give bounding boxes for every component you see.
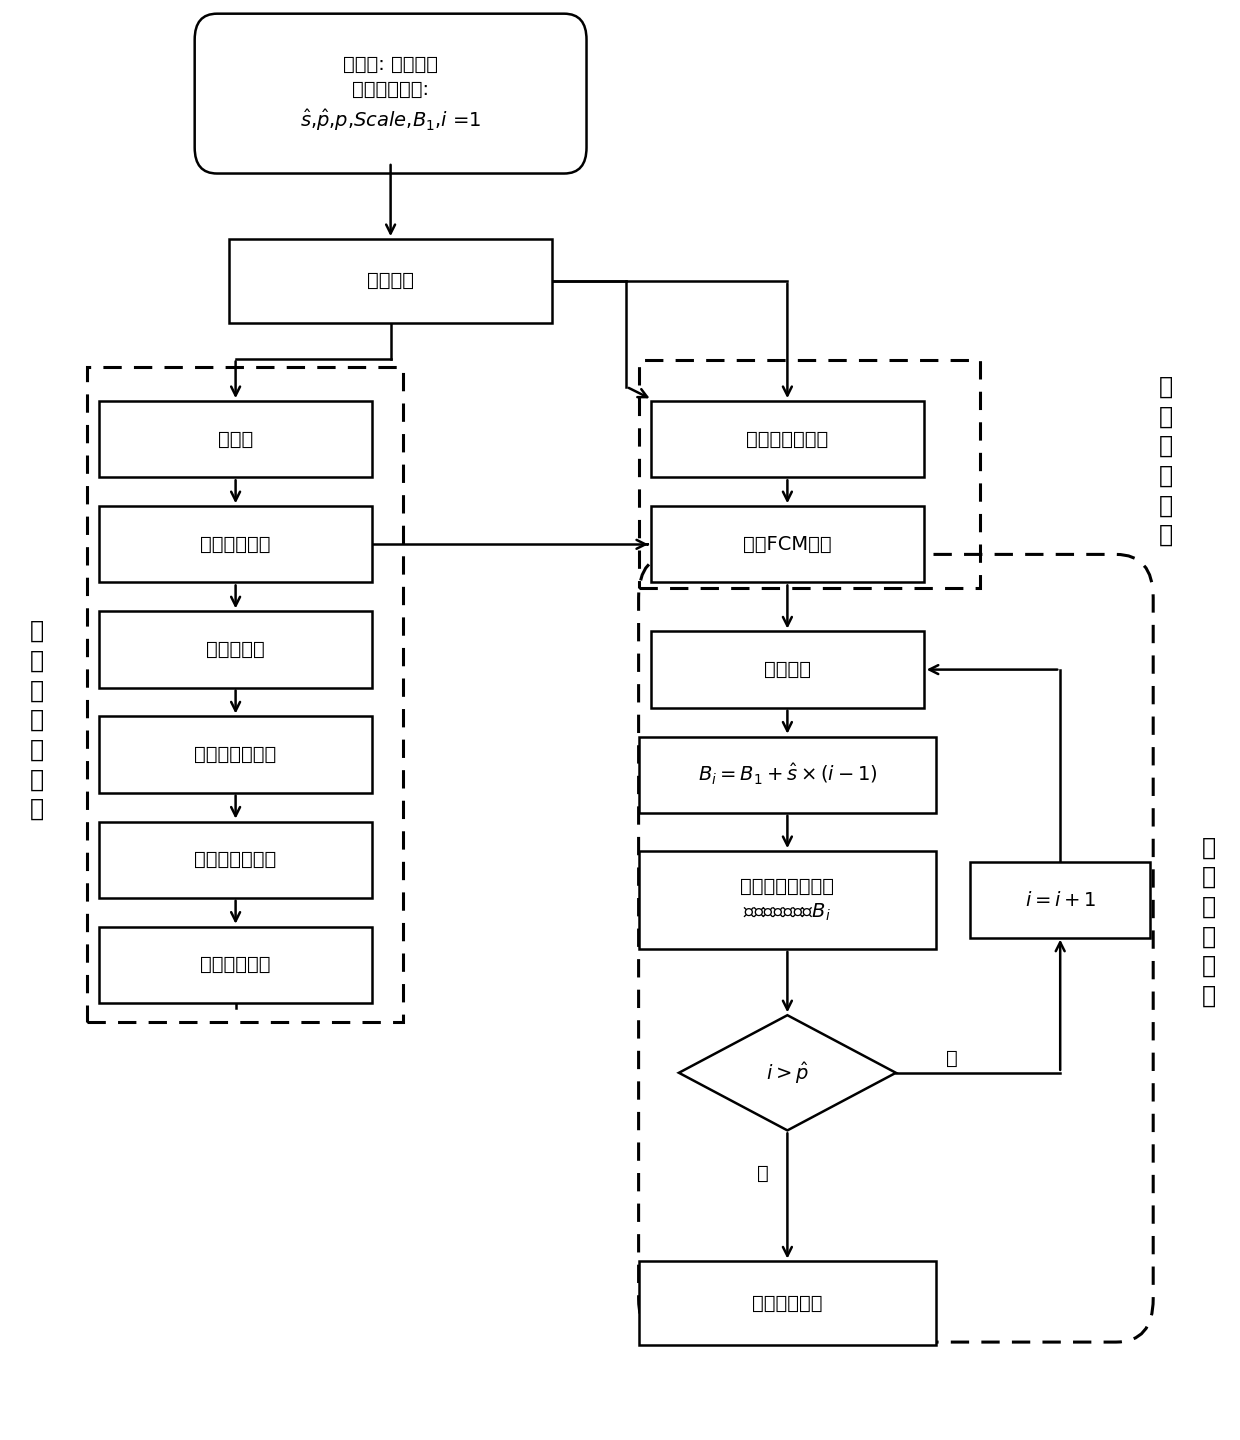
Text: 快
速
模
糊
聚
类: 快 速 模 糊 聚 类 <box>1158 374 1173 547</box>
Text: $i=i+1$: $i=i+1$ <box>1024 890 1096 910</box>
FancyBboxPatch shape <box>99 717 372 792</box>
Text: 初始化: 输入图像
并设初始参数:
$\hat{s}$,$\hat{p}$,$p$,$Scale$,$B_1$,$i$ =1: 初始化: 输入图像 并设初始参数: $\hat{s}$,$\hat{p}$,$p… <box>300 55 481 132</box>
FancyBboxPatch shape <box>639 1261 936 1345</box>
FancyBboxPatch shape <box>99 821 372 899</box>
FancyBboxPatch shape <box>229 239 552 323</box>
Text: 高斯滤波: 高斯滤波 <box>367 271 414 291</box>
Text: 计算直方图信息: 计算直方图信息 <box>746 429 828 449</box>
Text: 构建关联矩阵: 构建关联矩阵 <box>201 534 270 554</box>
Text: $B_i = B_1 + \hat{s} \times (i-1)$: $B_i = B_1 + \hat{s} \times (i-1)$ <box>698 762 877 788</box>
FancyBboxPatch shape <box>99 611 372 687</box>
Text: 形态学闭重建，结
构元素的半径为$B_i$: 形态学闭重建，结 构元素的半径为$B_i$ <box>740 877 835 923</box>
Text: 特征值梯度聚类: 特征值梯度聚类 <box>195 850 277 870</box>
FancyBboxPatch shape <box>99 400 372 478</box>
FancyBboxPatch shape <box>651 400 924 478</box>
Text: $i > \hat{p}$: $i > \hat{p}$ <box>766 1060 808 1086</box>
FancyBboxPatch shape <box>970 861 1149 939</box>
FancyBboxPatch shape <box>99 505 372 582</box>
Text: 统计孔洞参数: 统计孔洞参数 <box>753 1293 822 1313</box>
Text: 下采样: 下采样 <box>218 429 253 449</box>
Text: 聚
类
个
数
的
估
计: 聚 类 个 数 的 估 计 <box>30 619 45 821</box>
FancyBboxPatch shape <box>651 631 924 707</box>
FancyBboxPatch shape <box>639 737 936 812</box>
FancyBboxPatch shape <box>639 851 936 949</box>
Text: 计算特征值梯度: 计算特征值梯度 <box>195 744 277 765</box>
Text: 孔
径
自
动
分
类: 孔 径 自 动 分 类 <box>1202 835 1216 1008</box>
FancyBboxPatch shape <box>99 927 372 1002</box>
Text: 获取聚类个数: 获取聚类个数 <box>201 955 270 975</box>
FancyBboxPatch shape <box>651 505 924 582</box>
Text: 孔洞填充: 孔洞填充 <box>764 660 811 680</box>
Text: 否: 否 <box>946 1048 957 1068</box>
Text: 是: 是 <box>756 1164 769 1184</box>
Polygon shape <box>680 1015 895 1130</box>
Text: 特征值分解: 特征值分解 <box>206 639 265 660</box>
Text: 快速FCM算法: 快速FCM算法 <box>743 534 832 554</box>
FancyBboxPatch shape <box>195 13 587 173</box>
